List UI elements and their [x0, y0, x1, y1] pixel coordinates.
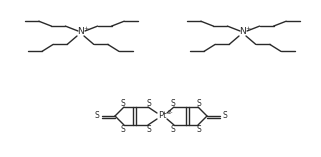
Text: N: N: [78, 27, 84, 36]
Text: +: +: [83, 25, 89, 30]
Text: +: +: [245, 25, 251, 30]
Text: S: S: [171, 98, 175, 108]
Text: S: S: [95, 111, 100, 121]
Text: S: S: [121, 98, 126, 108]
Text: S: S: [147, 98, 152, 108]
Text: Pt: Pt: [158, 111, 166, 121]
Text: S: S: [171, 125, 175, 133]
Text: S: S: [121, 125, 126, 133]
Text: 2-: 2-: [167, 109, 173, 114]
Text: S: S: [197, 98, 201, 108]
Text: S: S: [147, 125, 152, 133]
Text: S: S: [223, 111, 227, 121]
Text: S: S: [197, 125, 201, 133]
Text: N: N: [239, 27, 247, 36]
